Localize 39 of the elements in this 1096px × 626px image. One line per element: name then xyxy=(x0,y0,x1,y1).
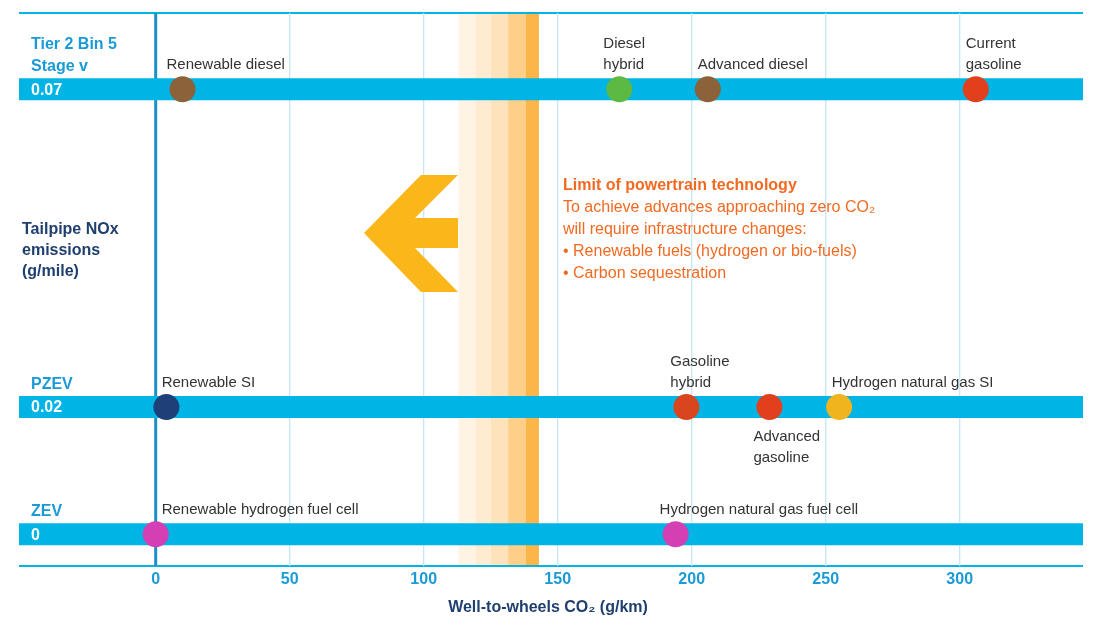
ref-line-label: ZEV xyxy=(31,502,63,520)
point xyxy=(153,394,180,421)
point xyxy=(756,394,783,421)
x-tick-label: 300 xyxy=(946,570,974,588)
point xyxy=(673,394,700,421)
series-label: Advanced diesel xyxy=(697,55,808,73)
point xyxy=(169,76,196,103)
point xyxy=(694,76,721,103)
series-label: Renewable hydrogen fuel cell xyxy=(161,500,359,518)
point xyxy=(826,394,853,421)
ref-line-label: PZEV xyxy=(31,375,74,393)
x-tick-label: 100 xyxy=(410,570,438,588)
series-label: Gasoline hybrid xyxy=(670,352,730,391)
x-tick-label: 250 xyxy=(812,570,840,588)
series-label: Advanced gasoline xyxy=(753,427,821,466)
annotation: Limit of powertrain technology xyxy=(563,175,798,195)
series-label: Current gasoline xyxy=(965,34,1022,73)
series-label: Renewable diesel xyxy=(166,55,285,73)
series-label: Renewable SI xyxy=(161,373,256,391)
x-tick-label: 0 xyxy=(151,570,161,588)
point xyxy=(662,521,689,548)
y-axis-title: Tailpipe NOx emissions (g/mile) xyxy=(22,219,120,281)
x-tick-label: 50 xyxy=(280,570,299,588)
annotation: • Carbon sequestration xyxy=(563,263,728,283)
point xyxy=(606,76,633,103)
x-axis-title: Well-to-wheels CO₂ (g/km) xyxy=(447,598,649,616)
annotation: To achieve advances approaching zero CO₂ will require infrastructure changes: xyxy=(563,197,877,239)
series-label: Hydrogen natural gas fuel cell xyxy=(659,500,859,518)
x-tick-label: 200 xyxy=(678,570,706,588)
y-tick-label: 0.07 xyxy=(31,80,63,98)
series-label: Diesel hybrid xyxy=(603,34,646,73)
ref-line-label: Tier 2 Bin 5 Stage v xyxy=(31,35,118,75)
point xyxy=(142,521,169,548)
y-tick-label: 0 xyxy=(31,525,40,543)
series-label: Hydrogen natural gas SI xyxy=(831,373,994,391)
annotation: • Renewable fuels (hydrogen or bio-fuels) xyxy=(563,241,858,261)
point xyxy=(962,76,989,103)
y-tick-label: 0.02 xyxy=(31,398,63,416)
x-tick-label: 150 xyxy=(544,570,572,588)
